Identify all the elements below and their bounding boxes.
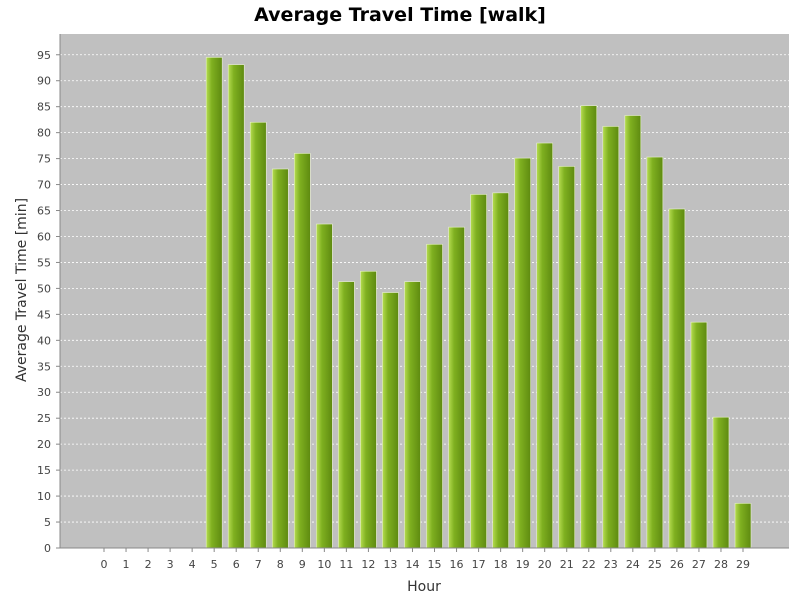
x-tick-label: 13: [383, 558, 397, 571]
x-tick-label: 11: [339, 558, 353, 571]
x-tick-label: 16: [450, 558, 464, 571]
y-tick-label: 70: [37, 179, 51, 192]
y-tick-label: 15: [37, 464, 51, 477]
bar: [492, 192, 509, 549]
y-tick-label: 35: [37, 360, 51, 373]
bar: [271, 168, 289, 549]
bar: [470, 194, 487, 549]
y-tick-label: 5: [44, 516, 51, 529]
bar: [514, 157, 531, 549]
y-tick-label: 0: [44, 542, 51, 555]
bar: [712, 416, 730, 549]
x-tick-label: 3: [167, 558, 174, 571]
plot-area: [60, 34, 789, 548]
x-tick-label: 24: [626, 558, 640, 571]
bar: [580, 105, 598, 549]
x-tick-label: 8: [277, 558, 284, 571]
bar: [205, 57, 223, 549]
y-tick-label: 40: [37, 334, 51, 347]
bar: [426, 243, 443, 549]
y-tick-label: 55: [37, 256, 51, 269]
x-tick-label: 23: [604, 558, 618, 571]
chart-title: Average Travel Time [walk]: [254, 4, 546, 26]
bar: [734, 503, 752, 549]
bar: [448, 226, 465, 549]
x-tick-label: 10: [317, 558, 331, 571]
x-tick-label: 25: [648, 558, 662, 571]
x-tick-label: 19: [516, 558, 530, 571]
bars: [205, 57, 752, 549]
bar: [536, 142, 553, 549]
x-axis: 0 1 2 3 4 5 6 7 8 9 10 11 12 13 14 15 16 17 18 19 20 21 22 23 24…: [60, 547, 789, 571]
y-tick-label: 75: [37, 153, 51, 166]
x-tick-label: 0: [101, 558, 108, 571]
y-axis-label: Average Travel Time [min]: [14, 198, 30, 382]
y-axis: 0 5 10 15 20 25 30 35 40 45 50 55 60 65 70 75 80 85 90 95: [37, 34, 61, 555]
x-tick-label: 5: [211, 558, 218, 571]
x-tick-label: 1: [123, 558, 130, 571]
y-tick-label: 85: [37, 101, 51, 114]
x-axis-label: Hour: [407, 579, 441, 595]
y-tick-label: 80: [37, 127, 51, 140]
bar: [316, 223, 333, 549]
y-tick-label: 45: [37, 308, 51, 321]
x-tick-label: 6: [233, 558, 240, 571]
y-tick-label: 60: [37, 230, 51, 243]
bar: [294, 153, 311, 549]
bar: [338, 281, 355, 549]
x-tick-label: 28: [714, 558, 728, 571]
y-tick-label: 20: [37, 438, 51, 451]
bar: [382, 292, 399, 549]
x-tick-label: 20: [538, 558, 552, 571]
bar: [558, 166, 576, 549]
y-tick-label: 30: [37, 386, 51, 399]
grid-lines: [60, 54, 789, 523]
x-tick-label: 14: [405, 558, 419, 571]
y-tick-label: 95: [37, 49, 51, 62]
bar: [360, 270, 377, 549]
x-tick-label: 2: [145, 558, 152, 571]
x-tick-label: 26: [670, 558, 684, 571]
y-tick-label: 90: [37, 75, 51, 88]
bar: [624, 115, 642, 549]
bar: [690, 321, 708, 549]
x-tick-label: 17: [472, 558, 486, 571]
bar: [404, 281, 421, 549]
bar: [646, 156, 664, 549]
x-tick-label: 7: [255, 558, 262, 571]
bar: [602, 126, 620, 549]
bar: [249, 121, 267, 549]
x-tick-label: 21: [560, 558, 574, 571]
x-tick-label: 18: [494, 558, 508, 571]
x-tick-label: 4: [189, 558, 196, 571]
x-tick-label: 22: [582, 558, 596, 571]
x-tick-label: 29: [736, 558, 750, 571]
x-tick-label: 9: [299, 558, 306, 571]
bar: [227, 64, 245, 549]
bar: [668, 208, 686, 549]
x-tick-label: 12: [361, 558, 375, 571]
y-tick-label: 65: [37, 205, 51, 218]
y-tick-label: 50: [37, 282, 51, 295]
x-tick-label: 15: [428, 558, 442, 571]
y-tick-label: 25: [37, 412, 51, 425]
x-tick-label: 27: [692, 558, 706, 571]
y-tick-label: 10: [37, 490, 51, 503]
